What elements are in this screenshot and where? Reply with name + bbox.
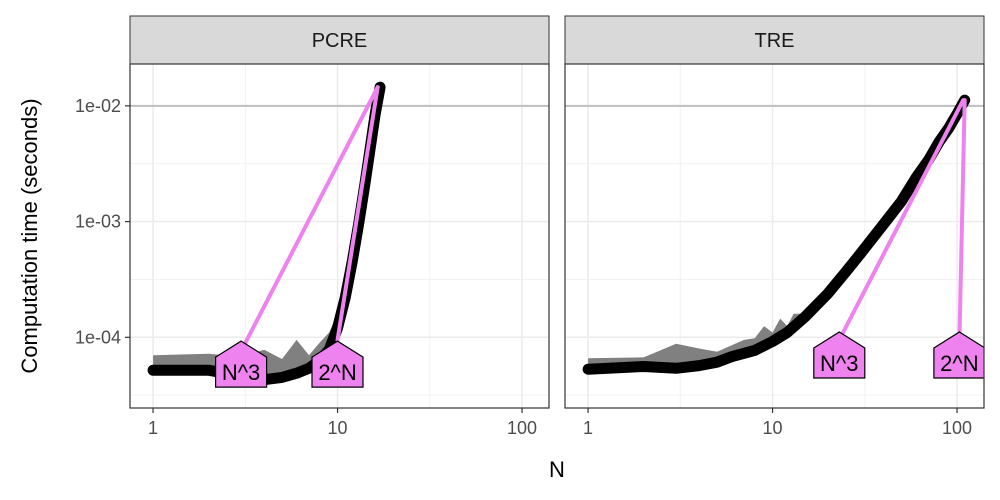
asymptote-label: N^3	[215, 340, 268, 388]
plot-background	[565, 64, 984, 408]
y-tick-label: 1e-04	[75, 327, 121, 347]
x-tick-label: 1	[583, 418, 593, 438]
asymptote-line	[837, 98, 966, 342]
x-axis-title: N	[549, 457, 565, 482]
y-tick-label: 1e-03	[75, 212, 121, 232]
asymptote-line	[957, 98, 967, 342]
asymptote-label: 2^N	[933, 331, 984, 379]
x-tick-label: 100	[507, 418, 537, 438]
panel-border	[564, 63, 985, 409]
asymptote-label-text: 2^N	[940, 351, 978, 376]
panel-strip	[564, 15, 985, 65]
asymptote-line	[335, 85, 380, 342]
panel-layer: PCRE N^3 2^N 1 10 100 1e-04 1e-03 1e-02 TRE N^3 2^N…	[75, 15, 985, 438]
x-tick-label: 100	[942, 418, 972, 438]
asymptote-label-box	[215, 340, 268, 388]
panel-strip-label: PCRE	[312, 30, 368, 52]
panel-pcre: PCRE N^3 2^N 1 10 100 1e-04 1e-03 1e-02	[75, 15, 550, 438]
panel-border	[129, 63, 550, 409]
x-tick-label: 1	[148, 418, 158, 438]
median-line	[582, 94, 971, 375]
asymptote-label: 2^N	[311, 340, 364, 388]
asymptote-label-text: N^3	[820, 351, 858, 376]
plot-area: N^3 2^N	[130, 64, 549, 408]
asymptote-label-text: 2^N	[318, 360, 356, 385]
x-tick-label: 10	[328, 418, 348, 438]
y-axis-title: Computation time (seconds)	[17, 98, 42, 373]
plot-area: N^3 2^N	[565, 64, 984, 408]
y-tick-label: 1e-02	[75, 96, 121, 116]
panel-strip-label: TRE	[755, 30, 795, 52]
panel-strip	[129, 15, 550, 65]
asymptote-label-text: N^3	[222, 360, 260, 385]
asymptote-line	[239, 85, 380, 354]
asymptote-label-box	[311, 340, 364, 388]
asymptote-label-box	[933, 331, 984, 379]
asymptote-label: N^3	[813, 331, 866, 379]
x-tick-label: 10	[763, 418, 783, 438]
asymptote-label-box	[813, 331, 866, 379]
panel-tre: TRE N^3 2^N 1 10 100	[564, 15, 985, 438]
